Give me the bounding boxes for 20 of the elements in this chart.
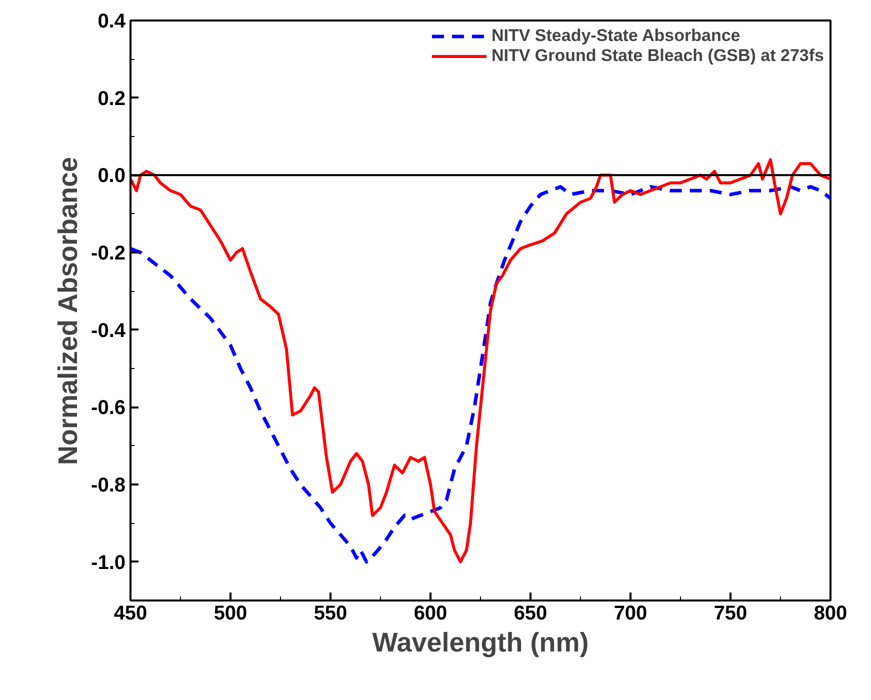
x-tick-label: 650: [514, 602, 548, 624]
x-tick-label: 550: [314, 602, 348, 624]
x-tick-label: 750: [714, 602, 748, 624]
y-axis-title: Normalized Absorbance: [53, 156, 84, 466]
y-tick-label: -0.4: [91, 320, 126, 342]
x-tick-label: 700: [614, 602, 648, 624]
y-tick-label: -0.8: [91, 474, 126, 496]
x-axis-title: Wavelength (nm): [372, 628, 589, 658]
y-tick-label: -0.2: [91, 242, 126, 264]
y-tick-label: 0.2: [98, 88, 126, 110]
y-tick-label: 0.4: [98, 10, 126, 32]
legend-label: NITV Steady-State Absorbance: [491, 26, 740, 46]
x-tick-label: 800: [814, 602, 848, 624]
x-tick-label: 500: [214, 602, 248, 624]
y-tick-label: -1.0: [91, 552, 126, 574]
x-tick-label: 600: [414, 602, 448, 624]
y-tick-label: 0.0: [98, 165, 126, 188]
x-tick-label: 450: [114, 602, 148, 624]
legend-label: NITV Ground State Bleach (GSB) at 273fs: [491, 46, 824, 66]
y-tick-label: -0.6: [91, 397, 126, 420]
